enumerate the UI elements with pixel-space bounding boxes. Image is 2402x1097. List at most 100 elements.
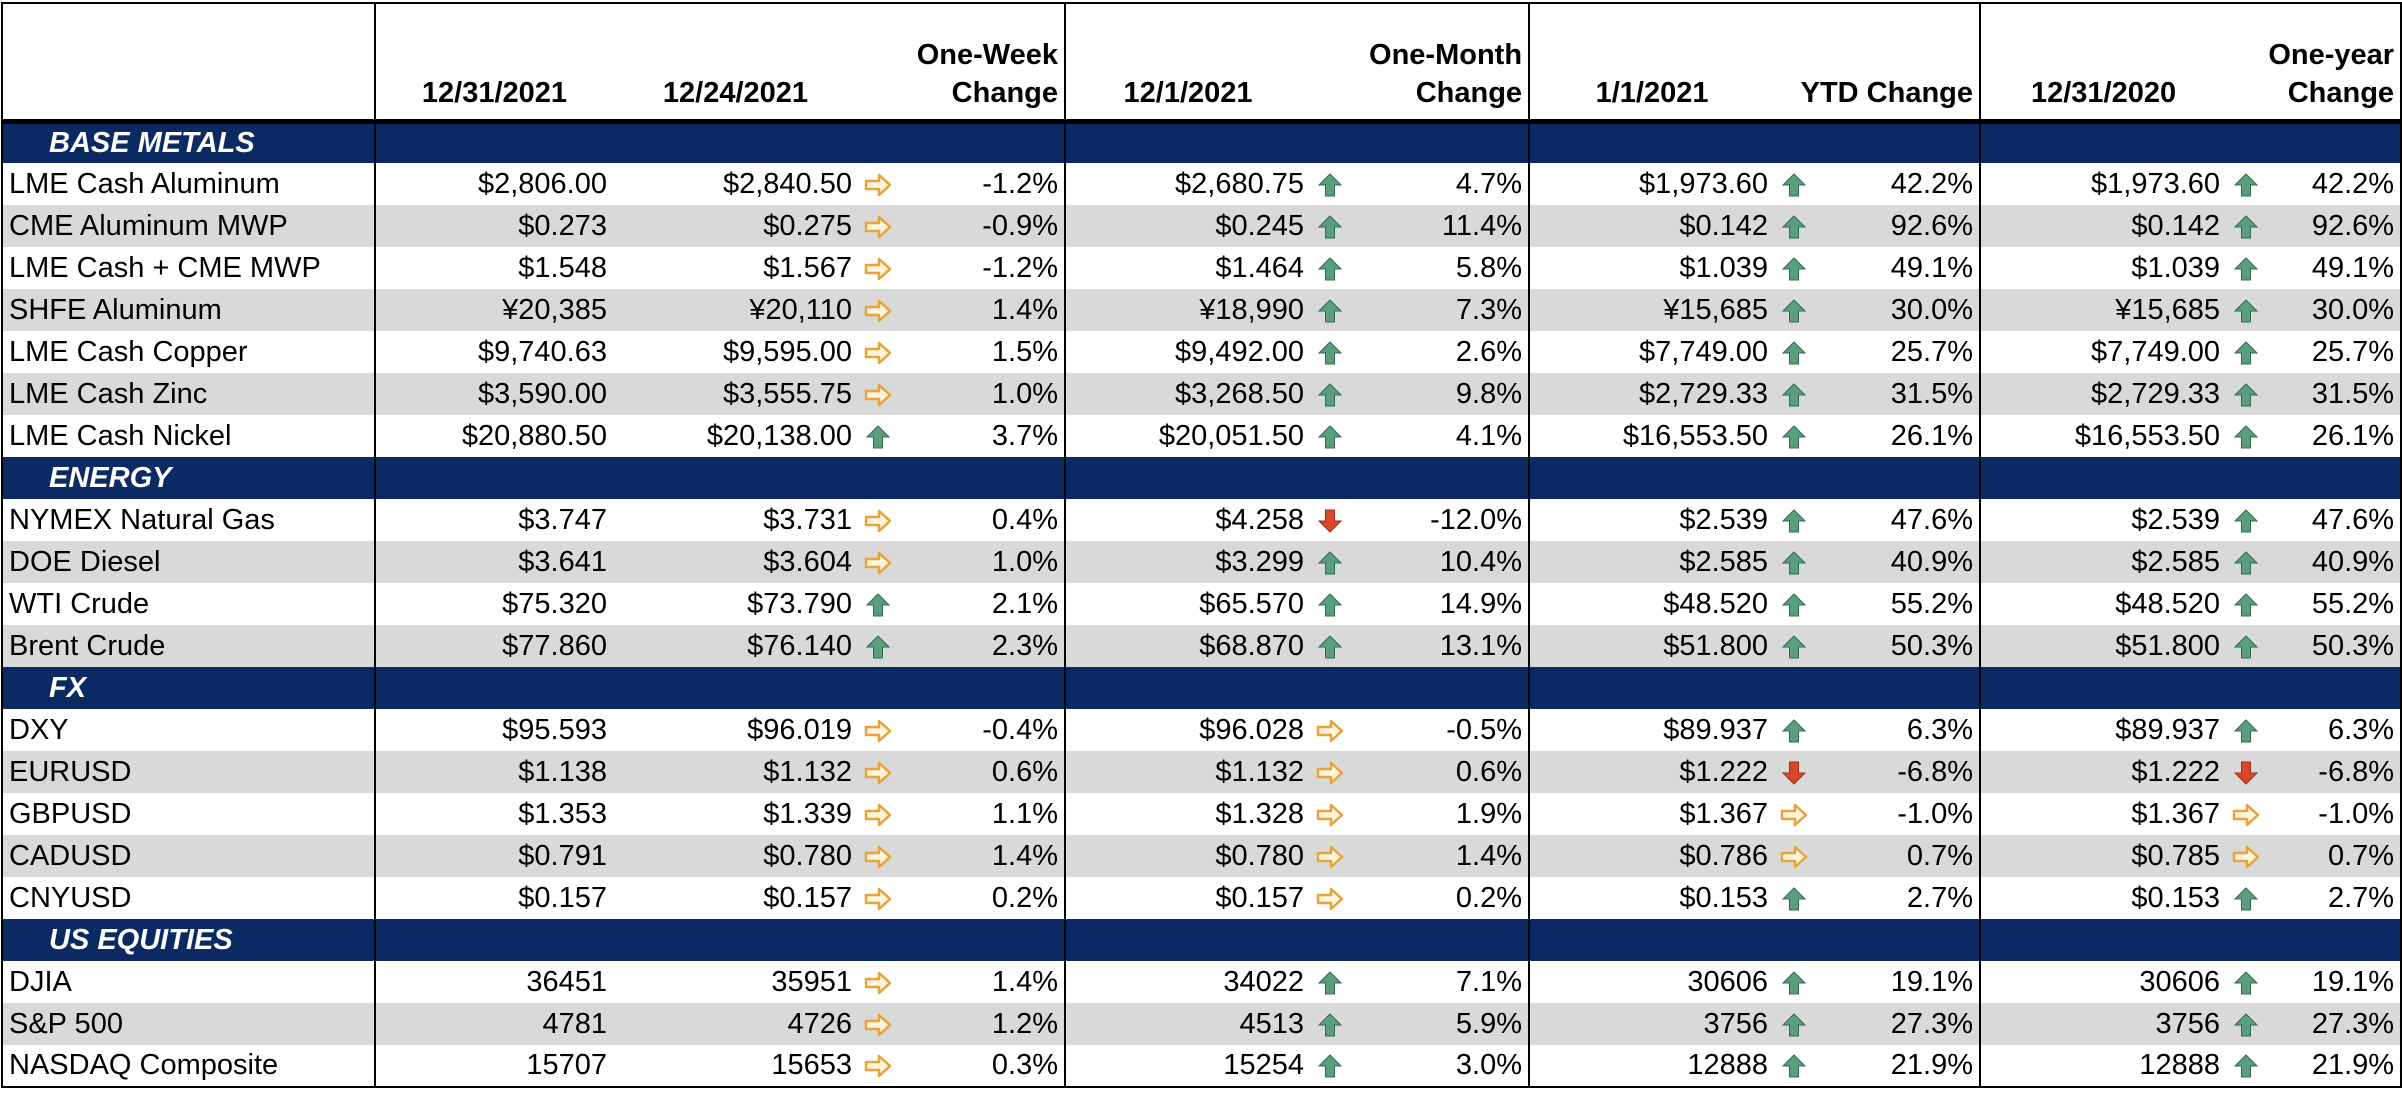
down-arrow-icon xyxy=(1310,499,1350,541)
up-arrow-icon xyxy=(1310,625,1351,667)
up-arrow-icon xyxy=(1310,163,1350,205)
one-week-change: -1.2% xyxy=(898,247,1067,289)
one-week-change: 1.0% xyxy=(898,541,1067,583)
price-12-31-2020: $1.222 xyxy=(1980,751,2227,793)
table-row: DJIA 36451 35951 1.4% 34022 7.1% 30606 19.1% 306… xyxy=(1,961,2402,1003)
instrument-name: NYMEX Natural Gas xyxy=(1,499,375,541)
one-month-change: 5.9% xyxy=(1350,1003,1531,1045)
price-12-1-2021: $20,051.50 xyxy=(1158,419,1305,452)
ytd-change: 26.1% xyxy=(1814,415,1982,457)
price-12-31-2020: $1,973.60 xyxy=(2091,167,2221,200)
instrument-name: DOE Diesel xyxy=(1,541,375,583)
header-one-year-change: One-year Change xyxy=(2226,2,2402,124)
price-1-1-2021: $2.585 xyxy=(1529,541,1775,583)
price-12-24-2021: $0.275 xyxy=(613,205,858,247)
price-12-31-2021: $95.593 xyxy=(374,709,613,751)
right-arrow-icon xyxy=(858,331,898,373)
right-arrow-icon xyxy=(1310,751,1351,793)
one-week-change: 0.6% xyxy=(898,751,1067,793)
table-row: GBPUSD $1.353 $1.339 1.1% $1.328 1.9% $1.367 -1… xyxy=(1,793,2402,835)
price-12-31-2020: 30606 xyxy=(2139,965,2221,998)
up-arrow-icon xyxy=(1774,205,1815,247)
one-month-change: 7.3% xyxy=(1350,289,1531,331)
price-1-1-2021: $0.142 xyxy=(1529,205,1775,247)
ytd-change: 42.2% xyxy=(1814,163,1982,205)
one-year-change: 49.1% xyxy=(2266,247,2402,289)
price-1-1-2021: $48.520 xyxy=(1663,587,1769,620)
price-12-24-2021: $96.019 xyxy=(747,713,852,746)
price-12-31-2021: $2,806.00 xyxy=(374,163,613,205)
ytd-change: 40.9% xyxy=(1814,541,1982,583)
header-one-month-change: One-Month Change xyxy=(1310,2,1531,124)
instrument-name: CNYUSD xyxy=(1,877,375,919)
up-arrow-icon xyxy=(1774,289,1815,331)
one-week-change: 0.2% xyxy=(898,877,1067,919)
section-header-row: FX xyxy=(1,667,2402,709)
instrument-name: Brent Crude xyxy=(1,625,375,667)
up-arrow-icon xyxy=(1774,415,1814,457)
price-12-31-2020: $2,729.33 xyxy=(1980,373,2227,415)
up-arrow-icon xyxy=(2226,163,2266,205)
right-arrow-icon xyxy=(1310,877,1350,919)
one-month-change: 13.1% xyxy=(1350,625,1531,667)
ytd-change: 47.6% xyxy=(1814,499,1982,541)
up-arrow-icon xyxy=(1310,1045,1351,1088)
instrument-name: DXY xyxy=(1,709,375,751)
up-arrow-icon xyxy=(1310,583,1350,625)
up-arrow-icon xyxy=(1774,373,1815,415)
one-year-change: 42.2% xyxy=(2266,163,2402,205)
table-row: CME Aluminum MWP $0.273 $0.275 -0.9% $0.245 1… xyxy=(1,205,2402,247)
price-1-1-2021: $16,553.50 xyxy=(1622,419,1769,452)
section-title: FX xyxy=(1,667,375,709)
one-month-change: 10.4% xyxy=(1350,541,1531,583)
up-arrow-icon xyxy=(858,415,898,457)
price-12-1-2021: $1.132 xyxy=(1065,751,1311,793)
price-12-31-2021: $0.791 xyxy=(374,835,613,877)
price-12-31-2021: $3,590.00 xyxy=(374,373,613,415)
price-12-31-2021: $9,740.63 xyxy=(374,331,613,373)
price-1-1-2021: $51.800 xyxy=(1529,625,1775,667)
one-week-change: 2.1% xyxy=(898,583,1067,625)
ytd-change: 30.0% xyxy=(1814,289,1982,331)
price-1-1-2021: $0.786 xyxy=(1529,835,1775,877)
header-12-24-2021: 12/24/2021 xyxy=(613,2,858,124)
up-arrow-icon xyxy=(1774,541,1815,583)
table-row: CNYUSD $0.157 $0.157 0.2% $0.157 0.2% $0.153 2.… xyxy=(1,877,2402,919)
instrument-name: EURUSD xyxy=(1,751,375,793)
section-title: BASE METALS xyxy=(1,121,375,163)
one-month-change: 2.6% xyxy=(1350,331,1531,373)
price-1-1-2021: $1.222 xyxy=(1529,751,1775,793)
up-arrow-icon xyxy=(2226,961,2266,1003)
ytd-change: 27.3% xyxy=(1814,1003,1982,1045)
price-12-31-2021: $77.860 xyxy=(374,625,613,667)
price-12-24-2021: $1.567 xyxy=(763,251,852,284)
ytd-change: 49.1% xyxy=(1814,247,1982,289)
price-12-24-2021: ¥20,110 xyxy=(613,289,858,331)
price-1-1-2021: $1.039 xyxy=(1679,251,1769,284)
instrument-name: DJIA xyxy=(1,961,375,1003)
table-row: LME Cash Copper $9,740.63 $9,595.00 1.5% $9,… xyxy=(1,331,2402,373)
one-week-change: -0.9% xyxy=(898,205,1067,247)
up-arrow-icon xyxy=(1774,499,1814,541)
one-month-change: 5.8% xyxy=(1350,247,1531,289)
price-12-24-2021: 15653 xyxy=(613,1045,858,1088)
table-row: LME Cash Zinc $3,590.00 $3,555.75 1.0% $3,26… xyxy=(1,373,2402,415)
header-12-31-2020: 12/31/2020 xyxy=(1980,2,2227,124)
right-arrow-icon xyxy=(858,709,898,751)
up-arrow-icon xyxy=(2226,1045,2267,1088)
price-12-24-2021: $2,840.50 xyxy=(722,167,852,200)
right-arrow-icon xyxy=(2226,793,2266,835)
instrument-name: LME Cash Aluminum xyxy=(1,163,375,205)
price-12-31-2020: $0.142 xyxy=(1980,205,2227,247)
one-week-change: 1.0% xyxy=(898,373,1067,415)
one-year-change: 26.1% xyxy=(2266,415,2402,457)
up-arrow-icon xyxy=(1310,961,1350,1003)
price-12-24-2021: $0.780 xyxy=(613,835,858,877)
table-row: LME Cash Aluminum $2,806.00 $2,840.50 -1.2%… xyxy=(1,163,2402,205)
price-12-1-2021: ¥18,990 xyxy=(1065,289,1311,331)
table-row: CADUSD $0.791 $0.780 1.4% $0.780 1.4% $0.786 0.… xyxy=(1,835,2402,877)
price-12-31-2021: ¥20,385 xyxy=(374,289,613,331)
price-12-31-2020: $0.785 xyxy=(1980,835,2227,877)
